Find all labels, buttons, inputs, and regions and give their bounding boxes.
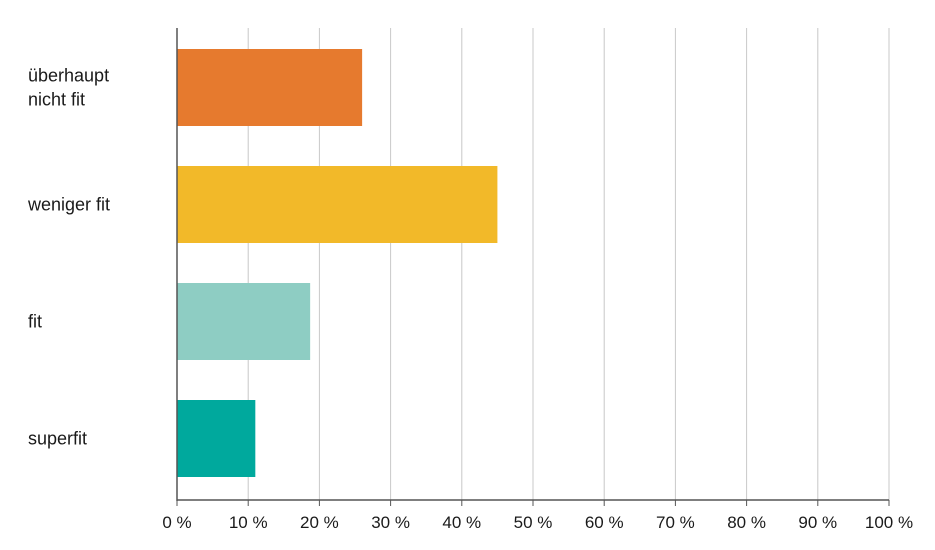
bar-0 <box>177 49 363 126</box>
bar-2 <box>177 283 311 360</box>
x-tick-label-40: 40 % <box>442 513 481 532</box>
x-tick-label-50: 50 % <box>514 513 553 532</box>
x-tick-label-30: 30 % <box>371 513 410 532</box>
category-label-3: superfit <box>28 429 87 449</box>
bar-3 <box>177 400 256 477</box>
x-tick-label-100: 100 % <box>865 513 913 532</box>
x-tick-label-60: 60 % <box>585 513 624 532</box>
x-tick-label-90: 90 % <box>798 513 837 532</box>
category-label-2: fit <box>28 312 42 332</box>
bars <box>177 49 498 477</box>
category-label-line: weniger fit <box>27 195 110 215</box>
category-label-1: weniger fit <box>27 195 110 215</box>
x-tick-label-10: 10 % <box>229 513 268 532</box>
x-tick-labels: 0 % 10 % 20 % 30 % 40 % 50 % 60 % 70 % 80 % 90 % 1… <box>162 513 913 532</box>
x-tick-label-80: 80 % <box>727 513 766 532</box>
axes <box>176 28 890 506</box>
x-tick-label-20: 20 % <box>300 513 339 532</box>
category-label-line: nicht fit <box>28 90 85 110</box>
category-label-line: superfit <box>28 429 87 449</box>
category-labels: überhaupt nicht fit weniger fit fit superfit <box>27 66 110 449</box>
bar-1 <box>177 166 498 243</box>
category-label-line: fit <box>28 312 42 332</box>
category-label-line: überhaupt <box>28 66 109 86</box>
x-tick-label-70: 70 % <box>656 513 695 532</box>
x-tick-label-0: 0 % <box>162 513 191 532</box>
category-label-0: überhaupt nicht fit <box>28 66 109 110</box>
